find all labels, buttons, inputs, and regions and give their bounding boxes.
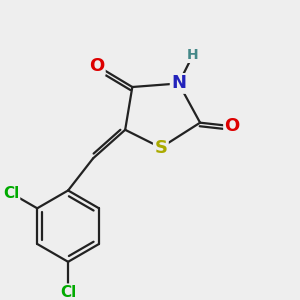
Text: O: O (225, 117, 240, 135)
Text: Cl: Cl (60, 285, 76, 300)
Text: S: S (154, 139, 167, 157)
Text: N: N (171, 74, 186, 92)
Text: O: O (89, 57, 104, 75)
Text: H: H (187, 48, 199, 62)
Text: Cl: Cl (3, 186, 19, 201)
